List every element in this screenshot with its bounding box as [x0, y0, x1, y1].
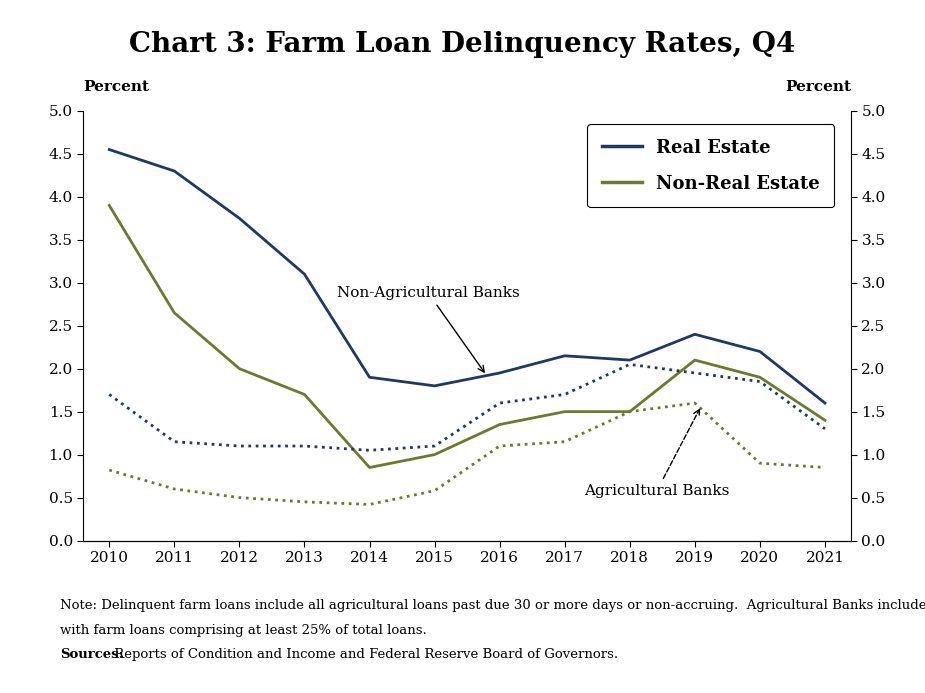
Text: Reports of Condition and Income and Federal Reserve Board of Governors.: Reports of Condition and Income and Fede… [110, 648, 618, 661]
Text: Chart 3: Farm Loan Delinquency Rates, Q4: Chart 3: Farm Loan Delinquency Rates, Q4 [130, 31, 796, 58]
Text: with farm loans comprising at least 25% of total loans.: with farm loans comprising at least 25% … [60, 624, 426, 637]
Text: Percent: Percent [785, 80, 851, 94]
Text: Agricultural Banks: Agricultural Banks [585, 410, 730, 498]
Legend: Real Estate, Non-Real Estate: Real Estate, Non-Real Estate [587, 124, 834, 207]
Text: Sources:: Sources: [60, 648, 124, 661]
Text: Non-Agricultural Banks: Non-Agricultural Banks [337, 286, 520, 372]
Text: Note: Delinquent farm loans include all agricultural loans past due 30 or more d: Note: Delinquent farm loans include all … [60, 599, 925, 613]
Text: Percent: Percent [83, 80, 149, 94]
